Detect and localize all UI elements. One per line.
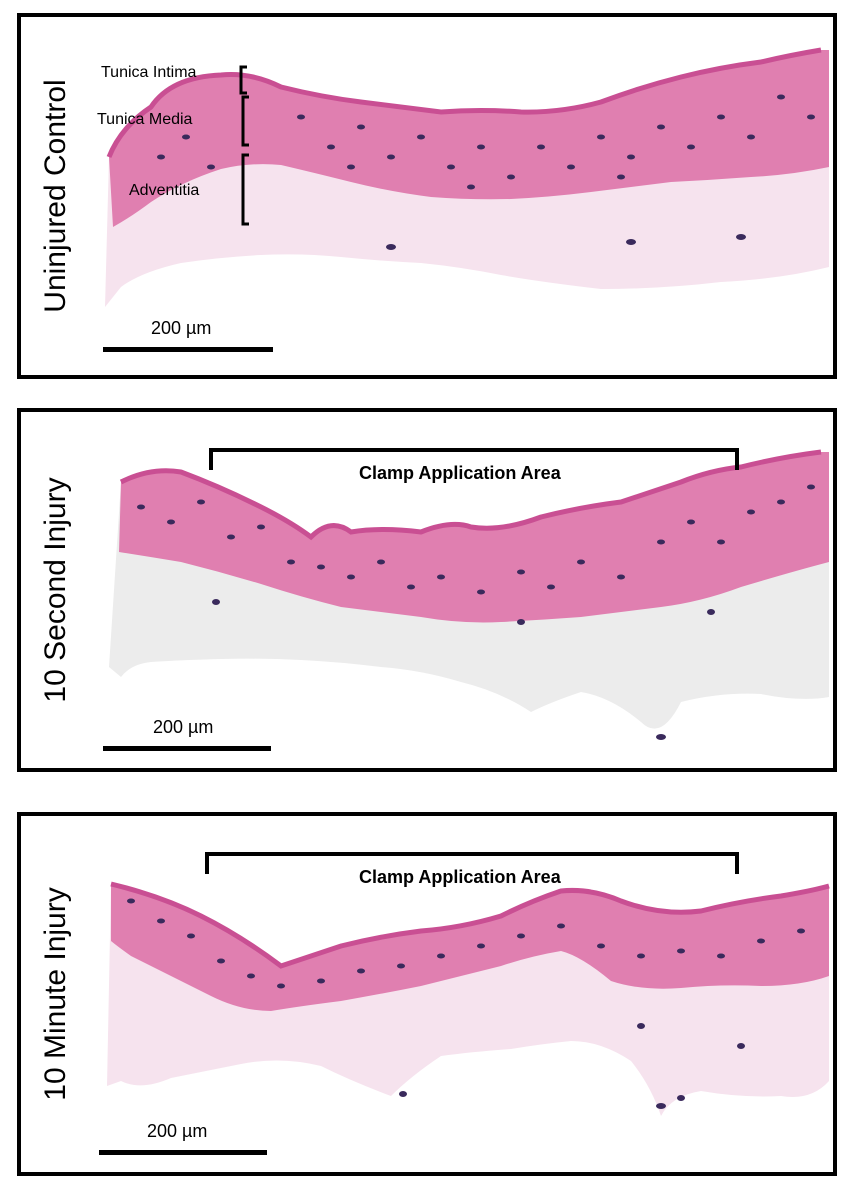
panel-label: 10 Minute Injury (39, 887, 72, 1101)
scale-bar (99, 1150, 267, 1155)
panel-label: 10 Second Injury (39, 477, 72, 703)
panel-label-container: Uninjured Control (21, 17, 91, 375)
tunica-media-label: Tunica Media (97, 111, 193, 128)
histology-image-uninjured (105, 47, 829, 307)
panel-label: Uninjured Control (39, 79, 72, 313)
scale-bar-label: 200 µm (153, 717, 214, 737)
adventitia-label: Adventitia (129, 182, 200, 199)
scale-bar-label: 200 µm (151, 318, 212, 338)
tunica-intima-label: Tunica Intima (101, 64, 197, 81)
histology-image-10-second (109, 448, 829, 740)
scale-bar-label: 200 µm (147, 1121, 208, 1141)
panel-10-minute-injury: 10 Minute Injury Clamp Application Area … (17, 812, 837, 1176)
clamp-application-label: Clamp Application Area (359, 867, 561, 887)
clamp-application-label: Clamp Application Area (359, 463, 561, 483)
scale-bar (103, 746, 271, 751)
scale-bar (103, 347, 273, 352)
panel-label-container: 10 Second Injury (21, 412, 91, 768)
panel-label-container: 10 Minute Injury (21, 816, 91, 1172)
panel-uninjured-control: Uninjured Control Tunica Intima Tunica M… (17, 13, 837, 379)
histology-image-10-minute (107, 852, 830, 1116)
panel-10-second-injury: 10 Second Injury Clamp Application Area … (17, 408, 837, 772)
